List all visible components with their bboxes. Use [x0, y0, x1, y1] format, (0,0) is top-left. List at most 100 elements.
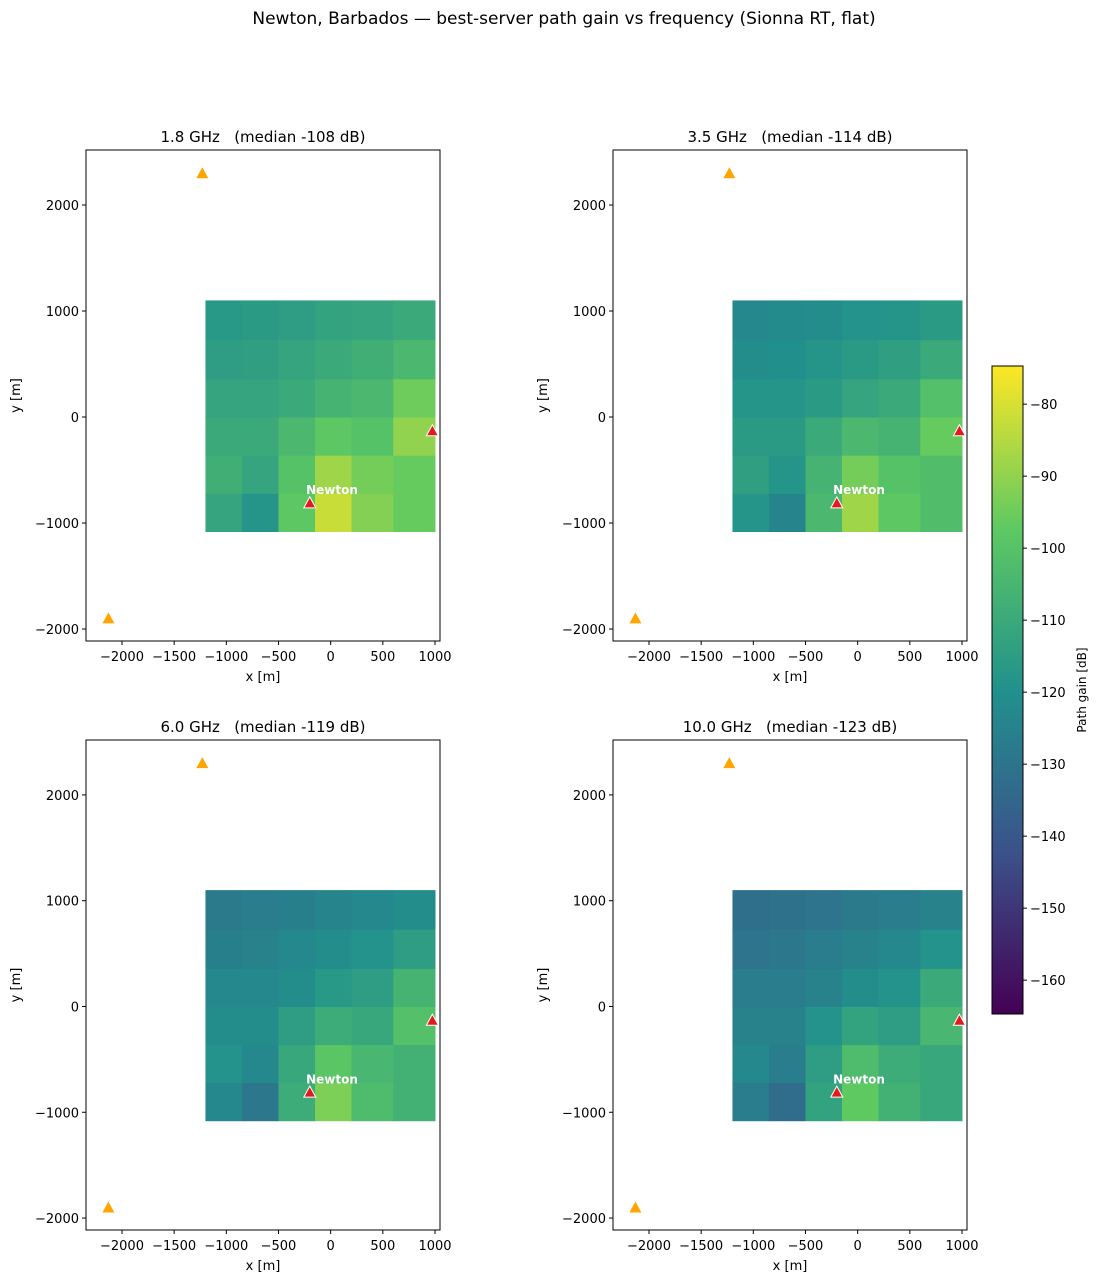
heatmap-cell [278, 339, 316, 380]
x-tick-label: −1500 [679, 650, 723, 665]
y-tick-label: −2000 [35, 1212, 79, 1227]
x-tick-label: −2000 [100, 650, 144, 665]
x-axis-label: x [m] [246, 1259, 281, 1274]
heatmap-cell [920, 1082, 963, 1122]
colorbar-tick-label: −120 [1030, 686, 1066, 701]
heatmap-cell [842, 968, 880, 1007]
heatmap-cell [920, 929, 963, 969]
site-marker [952, 1013, 967, 1026]
heatmap-cell [241, 929, 279, 969]
heatmap-cell [205, 417, 243, 456]
site-marker [102, 1201, 115, 1213]
heatmap-cell [278, 1044, 316, 1084]
heatmap-cell [351, 929, 394, 969]
y-tick-label: −1000 [562, 517, 606, 532]
heatmap-cell [878, 339, 921, 380]
heatmap-cell [842, 300, 880, 341]
heatmap-cell [768, 929, 806, 969]
x-tick-label: −1000 [731, 650, 775, 665]
y-tick-label: 1000 [46, 895, 79, 910]
heatmap-cell [393, 455, 436, 494]
site-marker [425, 1013, 440, 1026]
heatmap-cell [842, 1006, 880, 1046]
heatmap-cell [393, 300, 436, 341]
heatmap-cell [842, 890, 880, 930]
x-tick-label: −1500 [152, 650, 196, 665]
heatmap-cell [768, 378, 806, 418]
heatmap-cell [842, 378, 880, 418]
heatmap-cell [351, 339, 394, 380]
heatmap-cell [205, 455, 243, 494]
panel-title: 10.0 GHz (median -123 dB) [683, 718, 898, 736]
x-tick-label: −500 [261, 650, 297, 665]
heatmap-cell [205, 1044, 243, 1084]
heatmap-cell [805, 968, 843, 1007]
heatmap-cell [205, 929, 243, 969]
heatmap-cell [241, 300, 279, 341]
y-tick-label: 2000 [46, 789, 79, 804]
heatmap-cell [920, 968, 963, 1007]
heatmap-cell [278, 929, 316, 969]
heatmap-cell [878, 493, 921, 533]
x-tick-label: −1000 [204, 650, 248, 665]
colorbar-tick-label: −150 [1030, 902, 1066, 917]
heatmap-cell [315, 1044, 353, 1084]
heatmap-cell [393, 890, 436, 930]
heatmap-cell [351, 968, 394, 1007]
x-tick-label: −1000 [731, 1239, 775, 1254]
y-axis-label: y [m] [536, 378, 551, 413]
axes-frame [85, 739, 441, 1231]
heatmap-cell [842, 1082, 880, 1122]
heatmap-cell [732, 1044, 770, 1084]
y-tick-label: −1000 [35, 1106, 79, 1121]
heatmap-cell [878, 968, 921, 1007]
heatmap-cell [351, 378, 394, 418]
x-tick-label: −1500 [679, 1239, 723, 1254]
y-tick-label: −2000 [35, 623, 79, 638]
heatmap-cell [878, 890, 921, 930]
heatmap-cell [278, 378, 316, 418]
y-tick-label: 1000 [573, 305, 606, 320]
heatmap-cell [205, 378, 243, 418]
site-marker [829, 1085, 844, 1098]
heatmap-cell [805, 417, 843, 456]
heatmap-cell [205, 493, 243, 533]
site-marker [952, 423, 967, 437]
heatmap-cell [768, 417, 806, 456]
heatmap-cell [732, 890, 770, 930]
x-tick-label: 0 [327, 650, 335, 665]
heatmap-cell [732, 339, 770, 380]
heatmap-cell [920, 1044, 963, 1084]
x-tick-label: −2000 [627, 1239, 671, 1254]
heatmap-cell [241, 455, 279, 494]
axes-frame [85, 149, 441, 642]
heatmap-cell [393, 493, 436, 533]
heatmap-cell [732, 455, 770, 494]
heatmap-cell [278, 417, 316, 456]
figure-title: Newton, Barbados — best-server path gain… [252, 9, 875, 29]
x-axis-label: x [m] [246, 670, 281, 685]
heatmap-cell [205, 339, 243, 380]
heatmap-cell [805, 455, 843, 494]
heatmap-cell [205, 890, 243, 930]
y-tick-label: −2000 [562, 1212, 606, 1227]
heatmap-cell [393, 378, 436, 418]
site-marker [829, 495, 844, 509]
x-tick-label: −1500 [152, 1239, 196, 1254]
heatmap-cell [315, 890, 353, 930]
annotation: Newton [833, 1072, 885, 1086]
heatmap-cell [351, 1082, 394, 1122]
heatmap-cell [842, 1044, 880, 1084]
heatmap-cell [878, 378, 921, 418]
heatmap-cell [805, 1006, 843, 1046]
y-tick-label: −1000 [562, 1106, 606, 1121]
heatmap-cell [393, 417, 436, 456]
x-tick-label: 500 [370, 650, 395, 665]
heatmap-cell [768, 968, 806, 1007]
heatmap-cell [393, 929, 436, 969]
heatmap-cell [732, 1082, 770, 1122]
y-tick-label: 2000 [46, 199, 79, 214]
x-tick-label: −500 [261, 1239, 297, 1254]
x-tick-label: 0 [854, 650, 862, 665]
